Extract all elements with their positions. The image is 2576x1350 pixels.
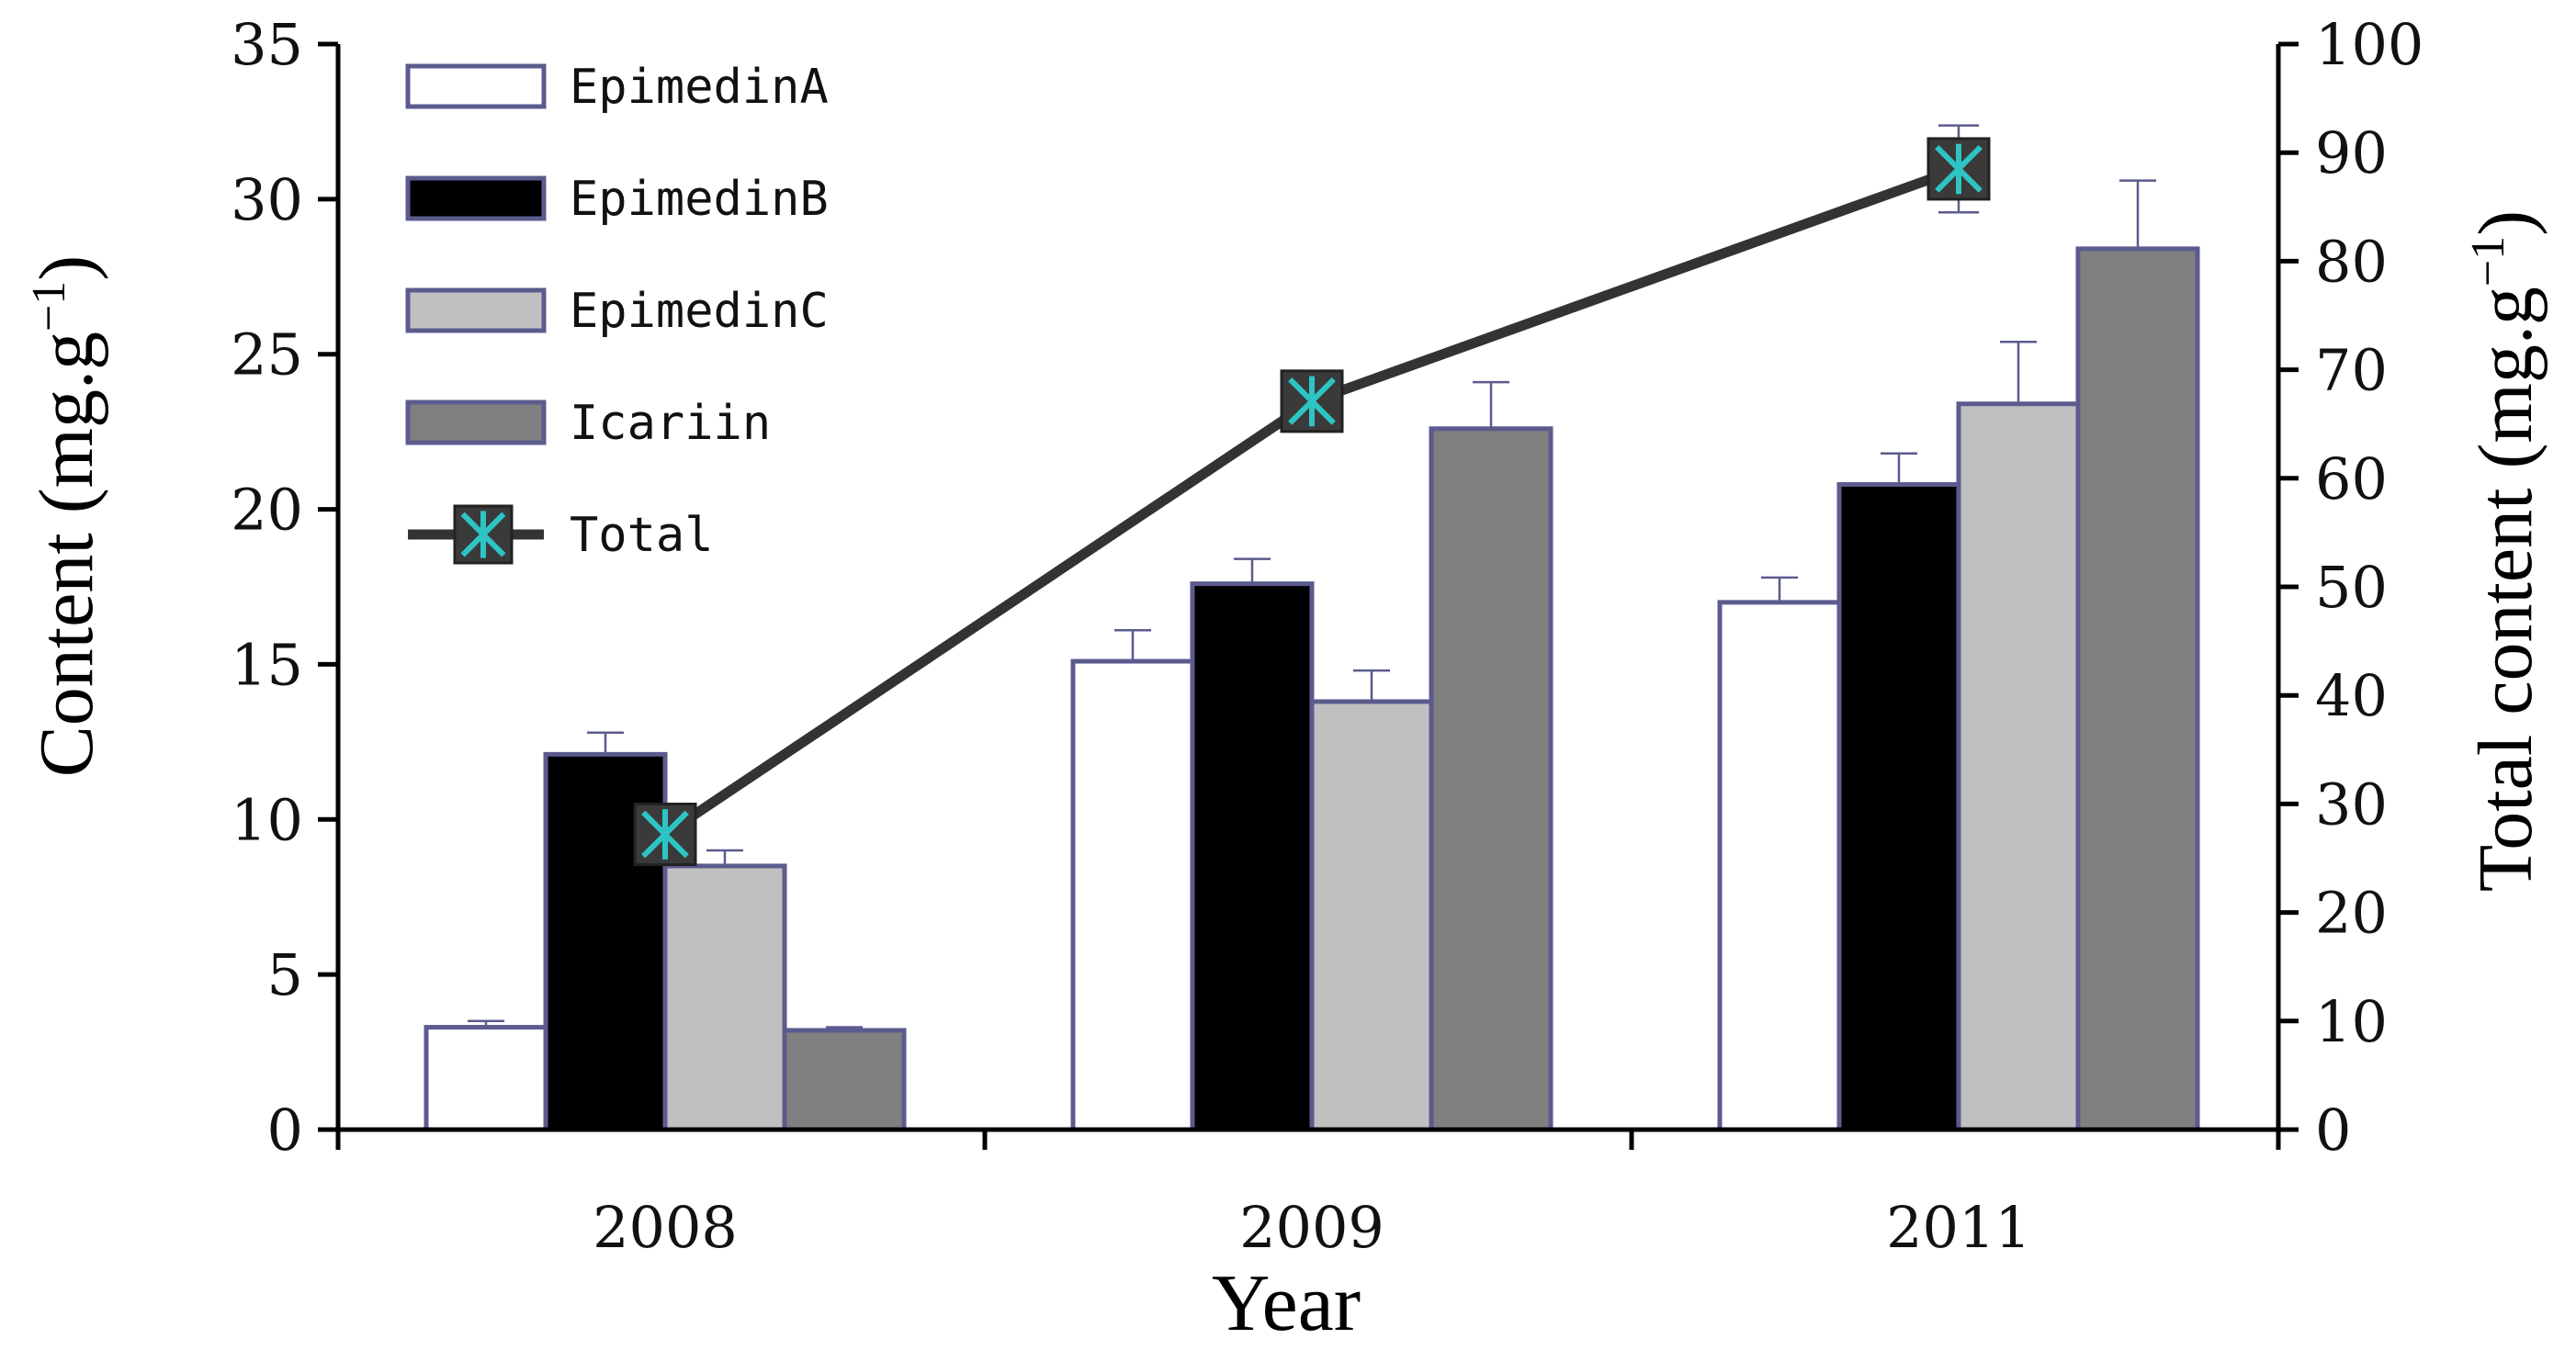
y-tick-label-30: 30 xyxy=(231,166,303,233)
y-axis-title-sup: −1 xyxy=(23,281,75,332)
total-line-layer xyxy=(633,124,1991,866)
y2-tick-label-30: 30 xyxy=(2315,771,2388,838)
y2-tick-label-90: 90 xyxy=(2315,119,2388,186)
x-tick-label-2009: 2009 xyxy=(1239,1194,1384,1261)
bar-epimedinc-2011 xyxy=(1956,401,2081,1132)
y2-tick-label-70: 70 xyxy=(2315,337,2388,404)
y2-tick-label-80: 80 xyxy=(2315,228,2388,295)
error-bars-layer xyxy=(468,179,2156,1030)
legend-label-epimedina: EpimedinA xyxy=(570,60,829,115)
y2-axis-title: Total content (mg.g−1) xyxy=(2462,210,2548,892)
x-tick-label-2008: 2008 xyxy=(593,1194,738,1261)
legend-label-epimedinc: EpimedinC xyxy=(570,284,829,339)
y2-tick-label-0: 0 xyxy=(2315,1097,2351,1164)
y-axis-title-close: ) xyxy=(24,255,109,281)
y-tick-label-10: 10 xyxy=(231,786,303,853)
bar-epimedinb-2011 xyxy=(1836,482,1961,1132)
bar-icariin-2009 xyxy=(1429,426,1554,1132)
y2-tick-label-50: 50 xyxy=(2315,554,2388,621)
bar-epimedina-2009 xyxy=(1070,658,1195,1132)
legend-swatch-icariin xyxy=(405,399,547,445)
bars-layer xyxy=(424,246,2200,1132)
y2-tick-label-60: 60 xyxy=(2315,445,2388,512)
y2-axis-title-sup: −1 xyxy=(2462,236,2514,287)
legend-swatch-epimedinc xyxy=(405,287,547,333)
legend-label-icariin: Icariin xyxy=(570,396,771,451)
bar-icariin-2011 xyxy=(2075,246,2200,1132)
y2-tick-label-10: 10 xyxy=(2315,988,2388,1055)
y-tick-label-35: 35 xyxy=(231,11,303,78)
y2-tick-label-20: 20 xyxy=(2315,880,2388,947)
legend-swatch-epimedina xyxy=(405,63,547,109)
legend-swatch-epimedinb xyxy=(405,175,547,221)
x-tick-label-2011: 2011 xyxy=(1886,1194,2031,1261)
x-axis-title: Year xyxy=(1212,1259,1361,1348)
bar-epimedinc-2008 xyxy=(662,863,787,1132)
y-tick-label-0: 0 xyxy=(267,1097,303,1164)
legend-label-total: Total xyxy=(570,508,714,563)
bar-epimedinb-2009 xyxy=(1190,581,1315,1132)
y-tick-label-15: 15 xyxy=(231,631,303,698)
legend-label-epimedinb: EpimedinB xyxy=(570,172,829,227)
legend: EpimedinA EpimedinB EpimedinC Icariin Total xyxy=(405,60,829,565)
axes-layer: 0 5 10 15 20 25 30 35 0 10 20 30 40 50 60 70 80 90 100 2008… xyxy=(231,11,2423,1261)
y-tick-label-25: 25 xyxy=(231,321,303,388)
y-tick-label-5: 5 xyxy=(267,941,303,1008)
y2-tick-label-100: 100 xyxy=(2315,11,2423,78)
bar-epimedina-2008 xyxy=(424,1025,548,1132)
y2-tick-label-40: 40 xyxy=(2315,662,2388,729)
y-axis-title: Content (mg.g−1) xyxy=(23,255,109,778)
y-tick-label-20: 20 xyxy=(231,477,303,544)
bar-icariin-2008 xyxy=(782,1028,907,1132)
bar-epimedina-2011 xyxy=(1717,600,1842,1132)
bar-epimedinc-2009 xyxy=(1309,699,1434,1132)
y2-axis-title-close: ) xyxy=(2463,210,2548,236)
